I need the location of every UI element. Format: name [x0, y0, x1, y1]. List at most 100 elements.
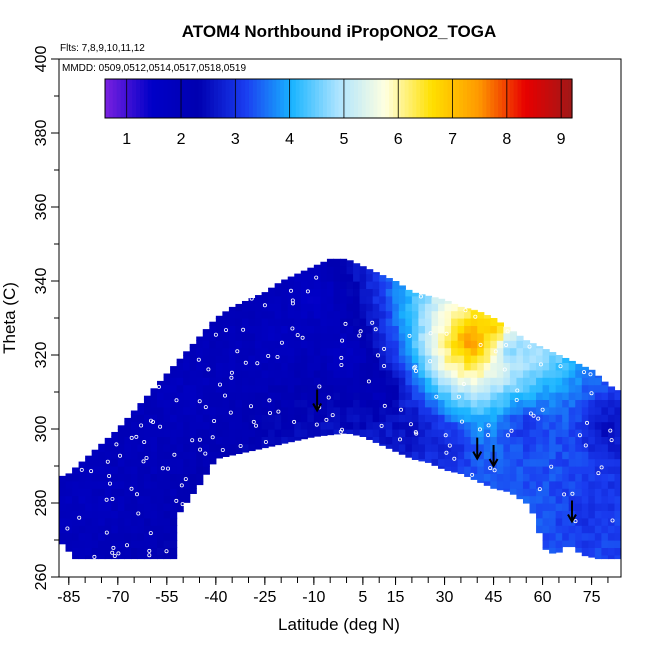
heatmap-cell — [398, 392, 406, 400]
heatmap-cell — [536, 399, 544, 408]
heatmap-cell — [248, 436, 256, 445]
heatmap-cell — [529, 377, 537, 386]
heatmap-cell — [607, 451, 616, 460]
heatmap-cell — [104, 532, 112, 541]
sample-point — [197, 399, 202, 404]
heatmap-cell — [614, 473, 621, 482]
heatmap-cell — [228, 406, 237, 415]
heatmap-cell — [411, 340, 420, 349]
heatmap-cell — [431, 406, 439, 415]
sample-point — [338, 429, 343, 434]
heatmap-cell — [594, 414, 602, 423]
colorbar-segment — [474, 79, 480, 118]
colorbar-segment — [147, 79, 153, 118]
heatmap-cell — [124, 532, 132, 541]
heatmap-cell — [78, 461, 86, 467]
colorbar-segment — [346, 79, 351, 118]
heatmap-cell — [353, 332, 361, 341]
heatmap-cell — [503, 384, 511, 393]
heatmap-cell — [418, 451, 426, 460]
heatmap-cell — [91, 554, 99, 560]
colorbar-segment — [136, 79, 141, 118]
colorbar-segment — [490, 79, 495, 118]
heatmap-cell — [163, 429, 171, 437]
heatmap-cell — [183, 488, 191, 497]
sample-point — [229, 370, 234, 375]
heatmap-cell — [78, 473, 86, 482]
dates-annotation: MMDD: 0509,0512,0514,0517,0518,0519 — [62, 63, 246, 74]
heatmap-cell — [516, 362, 524, 371]
colorbar-segment — [412, 79, 417, 118]
heatmap-cell — [542, 517, 550, 526]
heatmap-cell — [366, 369, 374, 378]
heatmap-cell — [366, 273, 374, 282]
heatmap-cell — [490, 318, 498, 326]
heatmap-cell — [333, 303, 341, 312]
heatmap-cell — [366, 310, 374, 319]
sample-point — [292, 419, 297, 424]
sample-point — [452, 456, 457, 461]
heatmap-cell — [176, 358, 184, 363]
heatmap-cell — [117, 488, 125, 497]
heatmap-cell — [444, 451, 452, 460]
heatmap-cell — [215, 406, 223, 415]
sample-point — [537, 487, 542, 492]
heatmap-cell — [542, 488, 550, 497]
heatmap-cell — [588, 525, 596, 534]
heatmap-cell — [196, 414, 204, 423]
heatmap-cell — [78, 488, 86, 497]
heatmap-cell — [209, 332, 217, 341]
colorbar-segment — [163, 79, 168, 118]
heatmap-cell — [222, 392, 230, 400]
heatmap-cell — [222, 362, 230, 371]
heatmap-cell — [183, 377, 191, 386]
heatmap-cell — [91, 480, 99, 489]
heatmap-cell — [405, 377, 413, 386]
heatmap-cell — [464, 436, 472, 445]
heatmap-cell — [555, 392, 563, 400]
heatmap-cell — [594, 510, 602, 519]
heatmap-cell — [117, 443, 125, 452]
heatmap-cell — [313, 414, 321, 423]
heatmap-cell — [581, 377, 589, 386]
heatmap-cell — [98, 540, 106, 548]
heatmap-cell — [209, 458, 217, 465]
heatmap-cell — [353, 369, 361, 378]
y-tick-label: 260 — [33, 564, 50, 591]
heatmap-cell — [457, 369, 465, 378]
heatmap-cell — [307, 267, 315, 275]
heatmap-cell — [477, 473, 485, 482]
x-tick-label: 15 — [387, 589, 405, 606]
heatmap-cell — [594, 547, 602, 556]
heatmap-cell — [261, 369, 269, 378]
heatmap-cell — [516, 406, 524, 415]
heatmap-cell — [235, 392, 243, 400]
heatmap-cell — [353, 362, 361, 371]
heatmap-cell — [248, 310, 256, 319]
heatmap-cell — [607, 488, 616, 497]
heatmap-cell — [588, 466, 596, 474]
heatmap-cell — [385, 436, 393, 445]
heatmap-cell — [143, 480, 152, 489]
heatmap-cell — [607, 473, 616, 482]
heatmap-cell — [366, 269, 374, 275]
heatmap-cell — [346, 281, 354, 289]
heatmap-cell — [340, 355, 348, 363]
heatmap-cell — [405, 392, 413, 400]
heatmap-cell — [124, 554, 132, 560]
heatmap-cell — [614, 414, 621, 423]
heatmap-cell — [261, 347, 269, 356]
heatmap-cell — [143, 395, 152, 400]
heatmap-cell — [241, 300, 250, 304]
heatmap-cell — [405, 289, 413, 297]
heatmap-cell — [261, 332, 269, 341]
colorbar-segment — [264, 79, 270, 118]
heatmap-cell — [483, 414, 491, 423]
heatmap-cell — [601, 443, 609, 452]
heatmap-cell — [418, 458, 426, 462]
heatmap-cell — [496, 429, 504, 437]
heatmap-cell — [379, 288, 387, 297]
heatmap-cell — [575, 547, 583, 553]
heatmap-cell — [85, 532, 93, 541]
heatmap-cell — [333, 332, 341, 341]
